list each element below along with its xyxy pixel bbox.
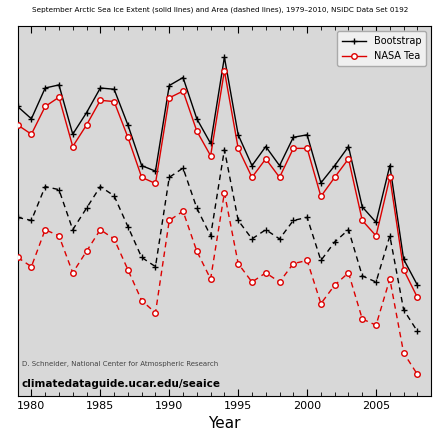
X-axis label: Year: Year	[208, 416, 241, 431]
Text: September Arctic Sea Ice Extent (solid lines) and Area (dashed lines), 1979–2010: September Arctic Sea Ice Extent (solid l…	[32, 7, 408, 13]
Text: D. Schneider, National Center for Atmospheric Research: D. Schneider, National Center for Atmosp…	[22, 361, 218, 367]
Legend: Bootstrap, NASA Tea: Bootstrap, NASA Tea	[337, 31, 426, 66]
Text: climatedataguide.ucar.edu/seaice: climatedataguide.ucar.edu/seaice	[22, 379, 221, 389]
